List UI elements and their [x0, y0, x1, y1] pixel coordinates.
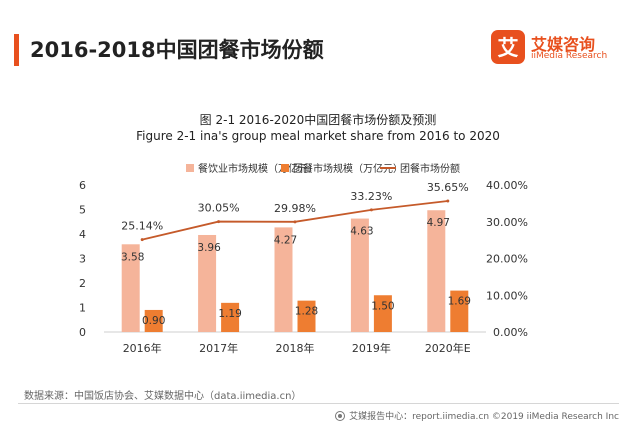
bar-group-meal: [450, 290, 469, 332]
footer-divider: [18, 403, 619, 404]
share-point: [369, 208, 373, 212]
bar-value-label: 3.96: [197, 242, 221, 254]
share-point: [140, 238, 144, 242]
bar-value-label: 1.69: [448, 296, 471, 308]
legend-label: 团餐市场规模（万亿元）: [293, 162, 403, 175]
y-right-tick-label: 40.00%: [486, 179, 528, 192]
share-value-label: 35.65%: [427, 181, 469, 194]
report-center-icon: [335, 410, 346, 421]
y-left-tick-label: 6: [79, 179, 86, 192]
share-point: [446, 199, 450, 203]
legend-swatch: [186, 164, 194, 172]
chart-subtitle: Figure 2-1 ina's group meal market share…: [136, 129, 500, 143]
bar-catering: [121, 244, 140, 332]
bar-value-label: 4.63: [350, 226, 373, 238]
y-left-tick-label: 1: [79, 302, 86, 315]
legend-swatch: [281, 164, 289, 172]
brand-logo: 艾 艾媒咨询 iiMedia Research: [491, 30, 631, 70]
y-right-tick-label: 20.00%: [486, 253, 528, 266]
bar-value-label: 4.27: [274, 234, 297, 246]
chart-share-line: [140, 199, 450, 242]
y-right-tick-label: 30.00%: [486, 216, 528, 229]
brand-logo-icon: 艾: [491, 30, 525, 64]
share-value-label: 30.05%: [198, 202, 240, 215]
x-tick-label: 2020年E: [425, 341, 471, 355]
bar-value-label: 1.50: [371, 300, 394, 312]
y-left-tick-label: 4: [79, 228, 86, 241]
bar-catering: [198, 234, 217, 332]
brand-name: 艾媒咨询: [531, 35, 596, 54]
x-tick-label: 2017年: [199, 341, 238, 355]
page-title: 2016-2018中国团餐市场份额: [30, 38, 324, 62]
y-right-tick-label: 0.00%: [493, 326, 528, 339]
brand-logo-glyph: 艾: [498, 36, 519, 60]
chart-bars: [121, 210, 469, 332]
y-right-tick-label: 10.00%: [486, 289, 528, 302]
bar-value-label: 1.28: [295, 306, 318, 318]
chart-data-labels: 3.58 3.96 4.27 4.63 4.97 0.90 1.19 1.28 1.50 1.69…: [121, 181, 471, 327]
brand-subtitle: iiMedia Research: [531, 51, 608, 61]
y-left-tick-label: 5: [79, 204, 86, 217]
chart-title: 图 2-1 2016-2020中国团餐市场份额及预测: [200, 112, 437, 127]
bar-group-meal: [297, 300, 316, 332]
bar-catering: [427, 210, 446, 332]
bar-value-label: 1.19: [218, 308, 241, 320]
share-value-label: 33.23%: [350, 190, 392, 203]
header-accent-bar: [14, 34, 19, 66]
bar-value-label: 0.90: [142, 315, 165, 327]
footer: 艾媒报告中心：report.iimedia.cn ©2019 iiMedia R…: [335, 409, 619, 422]
bar-catering: [350, 218, 369, 332]
bar-catering: [274, 227, 293, 332]
bar-group-meal: [221, 302, 240, 332]
y-left-tick-label: 0: [79, 326, 86, 339]
y-left-tick-label: 3: [79, 253, 86, 266]
x-tick-label: 2016年: [123, 341, 162, 355]
chart-legend: 餐饮业市场规模（万亿元）团餐市场规模（万亿元）团餐市场份额: [186, 162, 460, 175]
legend-label: 团餐市场份额: [400, 162, 460, 175]
share-value-label: 29.98%: [274, 202, 316, 215]
chart-axes: 0 1 2 3 4 5 6 0.00% 10.00% 20.00% 30.00% 40.00% 2016…: [79, 179, 528, 355]
share-point: [293, 220, 297, 224]
bar-value-label: 3.58: [121, 251, 144, 263]
bar-group-meal: [144, 309, 163, 332]
x-tick-label: 2018年: [276, 341, 315, 355]
bar-value-label: 4.97: [427, 217, 450, 229]
bar-group-meal: [373, 295, 392, 332]
x-tick-label: 2019年: [352, 341, 391, 355]
share-point: [217, 220, 221, 224]
data-source: 数据来源：中国饭店协会、艾媒数据中心（data.iimedia.cn）: [24, 391, 302, 402]
share-value-label: 25.14%: [121, 220, 163, 233]
y-left-tick-label: 2: [79, 277, 86, 290]
footer-text: 艾媒报告中心：report.iimedia.cn ©2019 iiMedia R…: [349, 412, 619, 422]
